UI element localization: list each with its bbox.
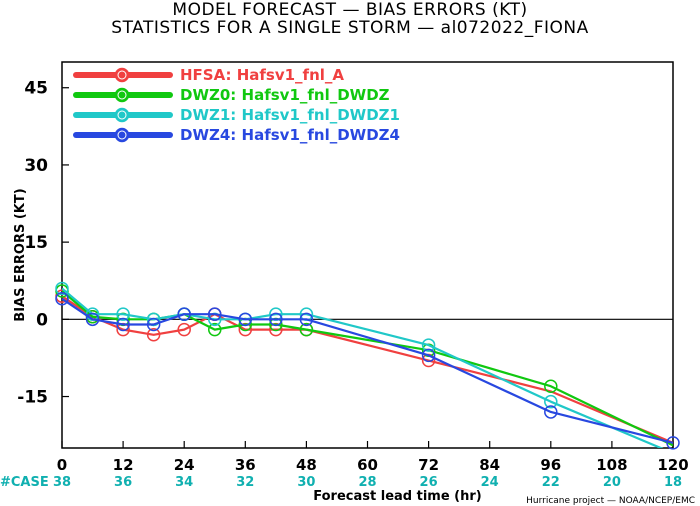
x-tick-label: 0 bbox=[57, 456, 67, 474]
legend-marker bbox=[114, 87, 130, 103]
series-line bbox=[62, 290, 673, 447]
series-2 bbox=[62, 287, 664, 448]
x-tick-label: 96 bbox=[540, 456, 561, 474]
case-count: 24 bbox=[481, 475, 499, 490]
data-point bbox=[177, 322, 191, 337]
legend-marker-ring bbox=[117, 90, 127, 100]
data-point bbox=[208, 322, 222, 337]
x-tick-label: 36 bbox=[235, 456, 256, 474]
x-tick-label: 24 bbox=[174, 456, 195, 474]
data-point bbox=[116, 307, 130, 321]
x-tick-label: 120 bbox=[657, 456, 688, 474]
data-point bbox=[666, 436, 680, 450]
data-point bbox=[177, 307, 191, 321]
series-3 bbox=[62, 297, 673, 444]
case-count: 36 bbox=[114, 475, 132, 490]
y-tick-label: 0 bbox=[36, 310, 48, 330]
x-axis-label: Forecast lead time (hr) bbox=[313, 489, 481, 504]
legend-marker bbox=[114, 107, 130, 123]
x-tick-label: 72 bbox=[418, 456, 439, 474]
case-count: 32 bbox=[236, 475, 254, 490]
legend-marker-ring bbox=[117, 130, 127, 140]
data-point bbox=[269, 312, 283, 327]
legend-entry: HFSA: Hafsv1_fnl_A bbox=[180, 66, 344, 84]
series-line bbox=[62, 297, 673, 444]
data-point bbox=[421, 338, 436, 352]
chart-title: MODEL FORECAST — BIAS ERRORS (KT) bbox=[172, 0, 528, 20]
case-count: 34 bbox=[175, 475, 193, 490]
case-count: 28 bbox=[358, 475, 376, 490]
case-count: 22 bbox=[542, 475, 560, 490]
x-tick-label: 12 bbox=[113, 456, 134, 474]
case-count: 30 bbox=[297, 475, 315, 490]
case-count: 26 bbox=[420, 475, 438, 490]
data-point bbox=[421, 348, 436, 363]
case-count: 38 bbox=[53, 475, 71, 490]
legend-marker bbox=[114, 127, 130, 143]
data-point bbox=[544, 405, 558, 419]
legend-entry: DWZ0: Hafsv1_fnl_DWDZ bbox=[180, 86, 390, 104]
data-point bbox=[85, 312, 100, 327]
case-count: 18 bbox=[664, 475, 682, 490]
case-label: #CASE bbox=[0, 475, 49, 490]
case-count: 20 bbox=[603, 475, 621, 490]
legend-marker-ring bbox=[117, 70, 127, 80]
legend-entry: DWZ1: Hafsv1_fnl_DWDZ1 bbox=[180, 106, 400, 124]
data-point bbox=[299, 312, 314, 327]
legend-marker-ring bbox=[117, 110, 127, 120]
y-tick-label: -15 bbox=[17, 388, 48, 408]
x-tick-label: 48 bbox=[296, 456, 317, 474]
data-point bbox=[544, 379, 558, 393]
x-tick-label: 108 bbox=[596, 456, 627, 474]
y-tick-label: 30 bbox=[24, 156, 48, 176]
data-point bbox=[299, 322, 314, 337]
data-point bbox=[208, 307, 222, 321]
series-line bbox=[62, 287, 664, 448]
data-point bbox=[146, 317, 161, 332]
chart-subtitle: STATISTICS FOR A SINGLE STORM — al072022… bbox=[111, 18, 589, 38]
legend-entry: DWZ4: Hafsv1_fnl_DWDZ4 bbox=[180, 126, 400, 144]
x-tick-label: 60 bbox=[357, 456, 378, 474]
data-point bbox=[544, 394, 558, 409]
data-point bbox=[238, 312, 253, 327]
y-tick-label: 15 bbox=[24, 233, 48, 253]
data-point bbox=[146, 328, 161, 342]
y-tick-label: 45 bbox=[24, 79, 48, 99]
x-tick-label: 84 bbox=[479, 456, 500, 474]
credit-text: Hurricane project — NOAA/NCEP/EMC bbox=[526, 496, 695, 506]
legend-marker bbox=[114, 67, 130, 83]
data-point bbox=[116, 317, 130, 332]
series-1 bbox=[62, 290, 673, 447]
data-point bbox=[55, 281, 69, 296]
data-point bbox=[55, 291, 69, 306]
y-axis-label: BIAS ERRORS (KT) bbox=[13, 188, 28, 321]
